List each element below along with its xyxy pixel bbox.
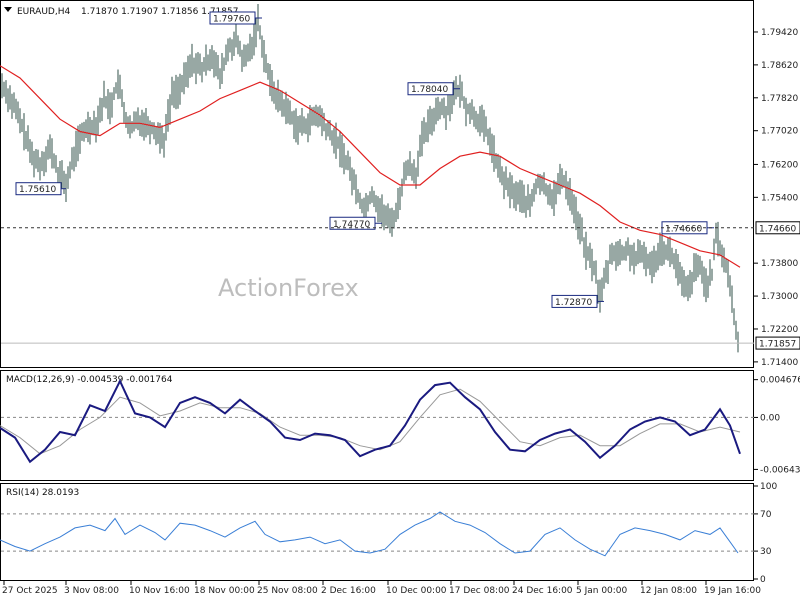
ohlc-readout: 1.71870 1.71907 1.71856 1.71857	[81, 7, 238, 17]
symbol-label: EURAUD,H4	[17, 7, 70, 17]
time-tick-label: 17 Dec 08:00	[449, 586, 510, 596]
macd-tick-label: -0.006436	[760, 465, 800, 475]
macd-lines-layer	[0, 378, 754, 464]
current-price-box	[755, 336, 800, 350]
time-tick-label: 10 Nov 16:00	[129, 586, 190, 596]
current-price-label: 1.71857	[759, 340, 796, 350]
price-annotation-label: 1.78040	[411, 85, 448, 95]
macd-line	[0, 378, 741, 464]
rsi-line	[0, 511, 739, 557]
price-tick-label: 1.78620	[761, 61, 798, 71]
moving-average-layer	[0, 65, 741, 268]
macd-signal-line	[0, 388, 741, 455]
price-tick-label: 1.72200	[761, 325, 798, 335]
price-annotation-label: 1.74660	[665, 224, 702, 234]
price-tick-label: 1.79420	[761, 28, 798, 38]
price-annotations-layer: 1.79760 1.75610 1.78040 1.74770 1.72870 1.746…	[1, 11, 800, 350]
level-axis-label: 1.74660	[759, 224, 796, 234]
price-axis: 1.79420 1.78620 1.77820 1.77020 1.76200 1.754…	[754, 28, 798, 368]
macd-tick-label: 0.004676	[760, 376, 800, 386]
time-tick-label: 10 Dec 00:00	[386, 586, 447, 596]
price-tick-label: 1.77820	[761, 94, 798, 104]
rsi-tick-label: 30	[760, 547, 772, 557]
price-panel-frame	[0, 0, 754, 368]
time-tick-label: 24 Dec 16:00	[512, 586, 573, 596]
price-annotation-label: 1.79760	[213, 14, 250, 24]
rsi-title: RSI(14) 28.0193	[6, 488, 79, 498]
time-tick-label: 18 Nov 00:00	[194, 586, 255, 596]
price-annotation-label: 1.75610	[19, 185, 56, 195]
price-tick-label: 1.76200	[761, 160, 798, 170]
moving-average-line	[0, 65, 741, 268]
price-tick-label: 1.73000	[761, 292, 798, 302]
rsi-tick-label: 0	[760, 575, 766, 585]
macd-title: MACD(12,26,9) -0.004539 -0.001764	[6, 375, 173, 385]
price-tick-label: 1.73800	[761, 259, 798, 269]
price-annotation-label: 1.72870	[555, 298, 592, 308]
rsi-tick-label: 100	[760, 482, 777, 492]
macd-axis: 0.004676 0.00 -0.006436	[754, 376, 800, 475]
level-axis-box	[755, 221, 800, 235]
price-tick-label: 1.77020	[761, 127, 798, 137]
time-tick-label: 5 Jan 00:00	[576, 586, 628, 596]
rsi-panel-frame	[0, 483, 754, 581]
time-tick-label: 3 Nov 08:00	[64, 586, 119, 596]
rsi-line-layer	[0, 511, 754, 557]
time-tick-label: 12 Jan 08:00	[640, 586, 697, 596]
rsi-axis: 100 70 30 0	[754, 482, 777, 585]
price-tick-label: 1.71400	[761, 358, 798, 368]
watermark: ActionForex	[218, 274, 359, 302]
rsi-tick-label: 70	[760, 510, 772, 520]
price-tick-label: 1.75400	[761, 193, 798, 203]
time-axis: 27 Oct 2025 3 Nov 08:00 10 Nov 16:00 18 Nov…	[2, 581, 761, 596]
time-tick-label: 19 Jan 16:00	[704, 586, 761, 596]
macd-tick-label: 0.00	[760, 413, 780, 423]
price-annotation-label: 1.74770	[333, 220, 370, 230]
time-tick-label: 25 Nov 08:00	[257, 586, 318, 596]
dropdown-arrow-icon[interactable]	[4, 7, 12, 12]
time-tick-label: 27 Oct 2025	[2, 586, 58, 596]
time-tick-label: 2 Dec 16:00	[321, 586, 376, 596]
macd-panel-frame	[0, 370, 754, 481]
